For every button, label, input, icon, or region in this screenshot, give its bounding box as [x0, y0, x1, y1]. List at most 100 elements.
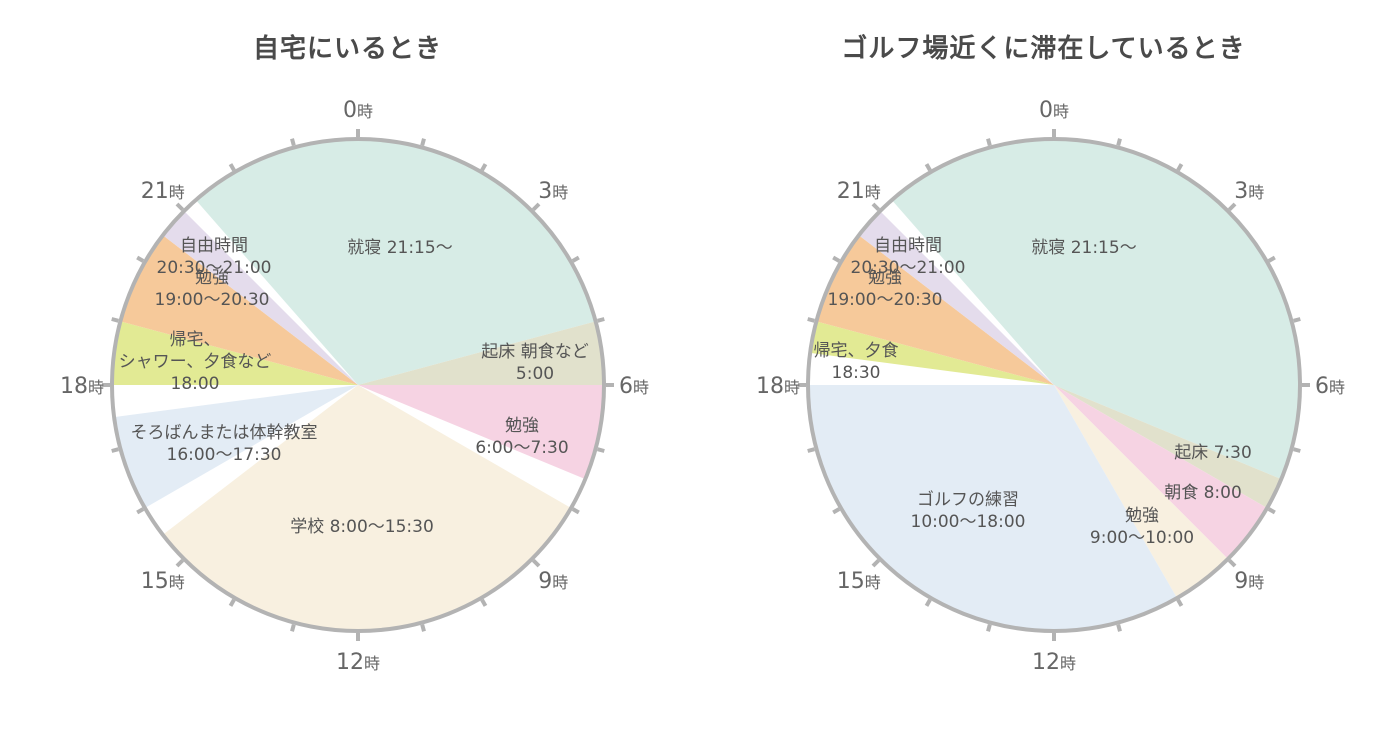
- slice-label: 勉強: [868, 268, 902, 288]
- slice-label: 自由時間: [874, 236, 942, 256]
- slice-label: 勉強: [1125, 506, 1159, 526]
- hour-tick: [597, 317, 605, 323]
- hour-label: 3時: [538, 179, 568, 204]
- hour-suffix: 時: [552, 573, 568, 592]
- slice-label: 9:00〜10:00: [1090, 528, 1194, 548]
- pie-slice: [858, 211, 1054, 385]
- hour-tick: [1293, 317, 1301, 323]
- hour-number: 12: [1032, 650, 1060, 675]
- hour-tick: [136, 507, 145, 515]
- hour-suffix: 時: [552, 183, 568, 202]
- slice-label: 学校 8:00〜15:30: [290, 517, 434, 537]
- slice-label: 帰宅、: [170, 330, 221, 350]
- hour-tick: [480, 163, 488, 172]
- hour-tick: [531, 202, 541, 212]
- chart-title: 自宅にいるとき: [252, 34, 442, 64]
- hour-number: 21: [141, 179, 169, 204]
- hour-tick: [924, 163, 932, 172]
- hour-label: 0時: [1039, 98, 1069, 123]
- hour-label: 12時: [336, 650, 380, 675]
- hour-number: 12: [336, 650, 364, 675]
- hour-tick: [228, 163, 236, 172]
- slice-label: 勉強: [505, 416, 539, 436]
- hour-tick: [531, 558, 541, 568]
- hour-tick: [871, 202, 881, 212]
- hour-label: 6時: [619, 374, 649, 399]
- hour-number: 15: [837, 569, 865, 594]
- hour-suffix: 時: [865, 573, 881, 592]
- pie-slice: [810, 321, 1054, 385]
- slice-label: 18:30: [832, 363, 881, 383]
- hour-tick: [1116, 624, 1122, 632]
- hour-number: 18: [60, 374, 88, 399]
- slice-label: 20:30〜21:00: [851, 258, 966, 278]
- slice-label: 就寝 21:15〜: [347, 237, 452, 258]
- hour-suffix: 時: [784, 378, 800, 397]
- slice-label: 19:00〜20:30: [828, 290, 943, 310]
- slice-label: 5:00: [516, 364, 554, 384]
- slice-label: 20:30〜21:00: [157, 258, 272, 278]
- hour-tick: [480, 598, 488, 607]
- hour-tick: [1227, 558, 1237, 568]
- hour-suffix: 時: [1329, 378, 1345, 397]
- slice-label: 16:00〜17:30: [167, 445, 282, 465]
- hour-tick: [986, 138, 992, 146]
- hour-number: 6: [1315, 374, 1329, 399]
- hour-label: 15時: [141, 569, 185, 594]
- slice-label: 起床 7:30: [1174, 443, 1252, 463]
- pie-slice: [891, 139, 1300, 480]
- pie-slice: [162, 211, 358, 385]
- hour-number: 0: [343, 98, 357, 123]
- hour-number: 21: [837, 179, 865, 204]
- hour-tick: [986, 624, 992, 632]
- slice-label: 自由時間: [180, 236, 248, 256]
- hour-tick: [571, 255, 580, 263]
- hour-tick: [1227, 202, 1237, 212]
- pie-slice: [112, 321, 358, 385]
- hour-label: 15時: [837, 569, 881, 594]
- hour-suffix: 時: [357, 102, 373, 121]
- slice-label: 19:00〜20:30: [155, 290, 270, 310]
- hour-tick: [1176, 163, 1184, 172]
- slice-label: 朝食 8:00: [1164, 483, 1242, 503]
- hour-tick: [807, 447, 815, 453]
- chart-title: ゴルフ場近くに滞在しているとき: [841, 34, 1246, 64]
- hour-tick: [111, 317, 119, 323]
- slice-label: シャワー、夕食など: [119, 352, 272, 372]
- hour-tick: [1176, 598, 1184, 607]
- hour-suffix: 時: [1053, 102, 1069, 121]
- slice-label: 10:00〜18:00: [911, 512, 1026, 532]
- hour-tick: [111, 447, 119, 453]
- hour-suffix: 時: [1248, 183, 1264, 202]
- hour-tick: [832, 255, 841, 263]
- hour-number: 18: [756, 374, 784, 399]
- pie-slice: [358, 321, 604, 385]
- hour-suffix: 時: [169, 183, 185, 202]
- hour-label: 9時: [538, 569, 568, 594]
- clock-rim: [110, 137, 606, 633]
- hour-label: 6時: [1315, 374, 1345, 399]
- pie-slice: [816, 235, 1054, 385]
- hour-tick: [228, 598, 236, 607]
- hour-label: 12時: [1032, 650, 1076, 675]
- hour-tick: [420, 624, 426, 632]
- slice-label: 18:00: [171, 374, 220, 394]
- hour-number: 3: [1234, 179, 1248, 204]
- hour-number: 6: [619, 374, 633, 399]
- hour-suffix: 時: [364, 654, 380, 673]
- hour-number: 3: [538, 179, 552, 204]
- hour-suffix: 時: [1060, 654, 1076, 673]
- pie-slice: [808, 385, 1177, 631]
- golf-clock-panel: ゴルフ場近くに滞在しているとき 0時 3時 6時 9時 12時 15時 18時 21時 就寝 2…: [696, 0, 1391, 734]
- slice-label: ゴルフの練習: [917, 489, 1019, 510]
- pie-slice: [1054, 385, 1268, 559]
- hour-suffix: 時: [1248, 573, 1264, 592]
- hour-tick: [1116, 138, 1122, 146]
- pie-slice: [1054, 385, 1228, 599]
- clock-rim: [806, 137, 1302, 633]
- hour-tick: [420, 138, 426, 146]
- hour-tick: [1293, 447, 1301, 453]
- pie-slice: [114, 385, 358, 508]
- hour-suffix: 時: [633, 378, 649, 397]
